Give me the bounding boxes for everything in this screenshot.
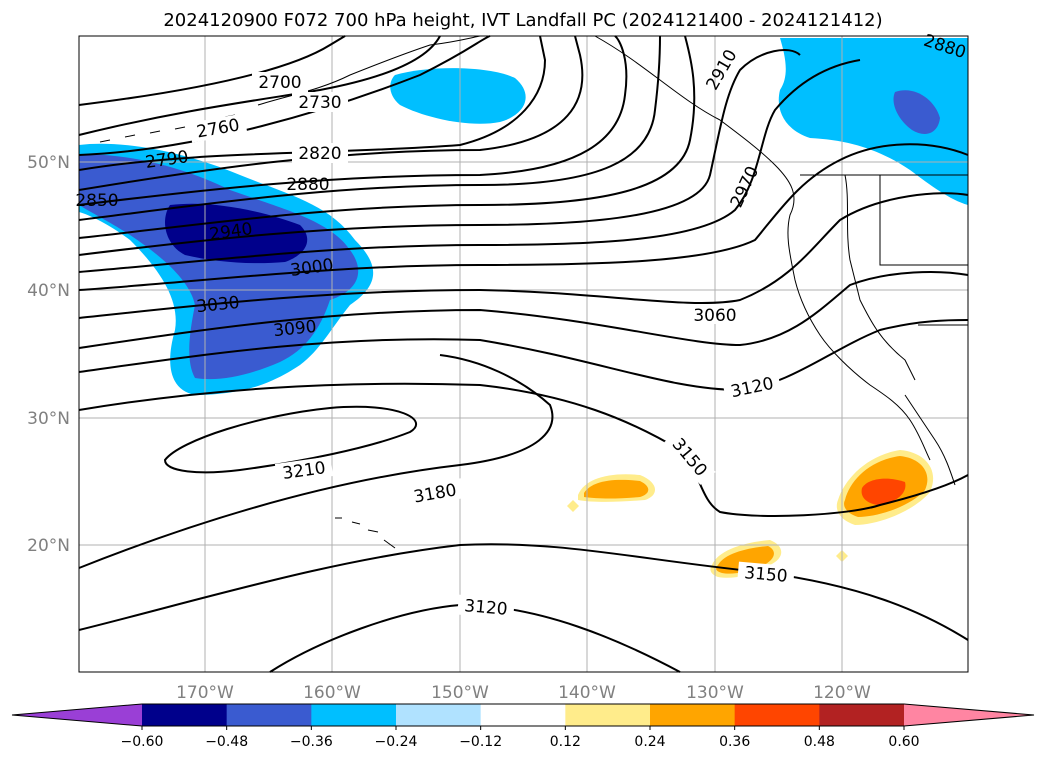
contour-label-3150-south: 3150 xyxy=(743,563,788,587)
ivt-positive-core-mid xyxy=(584,479,649,499)
contour-label-2760: 2760 xyxy=(195,115,241,142)
colorbar-tick-label: −0.48 xyxy=(205,734,248,750)
contour-label-2820: 2820 xyxy=(298,144,341,164)
colorbar-tick-label: 0.12 xyxy=(550,734,581,750)
colorbar-segment xyxy=(480,704,566,726)
colorbar-segment xyxy=(142,704,228,726)
map-frame xyxy=(78,35,969,673)
contour-label-3120-east: 3120 xyxy=(729,374,775,403)
contour-label-2910: 2910 xyxy=(703,46,742,93)
colorbar-tick-label: 0.60 xyxy=(888,734,919,750)
lat-tick-20n: 20°N xyxy=(27,536,70,556)
colorbar-segment xyxy=(396,704,482,726)
latitude-tick-labels: 50°N 40°N 30°N 20°N xyxy=(27,153,70,556)
lat-tick-50n: 50°N xyxy=(27,153,70,173)
contour-label-2880: 2880 xyxy=(286,175,329,195)
colorbar-tick-label: 0.24 xyxy=(634,734,665,750)
ivt-negative-region-northeast xyxy=(778,38,968,205)
lat-tick-40n: 40°N xyxy=(27,281,70,301)
colorbar-tick-label: −0.12 xyxy=(459,734,502,750)
ivt-negative-core-west xyxy=(165,203,308,264)
lon-tick-160w: 160°W xyxy=(303,683,361,703)
colorbar-segment xyxy=(311,704,397,726)
lon-tick-150w: 150°W xyxy=(431,683,489,703)
lon-tick-120w: 120°W xyxy=(813,683,871,703)
colorbar-tick-label: −0.36 xyxy=(290,734,333,750)
colorbar-tick-label: −0.24 xyxy=(375,734,418,750)
lon-tick-170w: 170°W xyxy=(176,683,234,703)
colorbar-tick-label: −0.60 xyxy=(121,734,164,750)
colorbar-tick-label: 0.36 xyxy=(719,734,750,750)
contour-label-3090: 3090 xyxy=(272,317,317,341)
colorbar-segment xyxy=(734,704,820,726)
colorbar-tick-label: 0.48 xyxy=(804,734,835,750)
lon-tick-140w: 140°W xyxy=(558,683,616,703)
colorbar-extend-min xyxy=(12,704,142,726)
contour-label-3180: 3180 xyxy=(412,480,458,507)
figure-title: 2024120900 F072 700 hPa height, IVT Land… xyxy=(163,10,882,31)
contour-label-3060: 3060 xyxy=(693,306,736,326)
lon-tick-130w: 130°W xyxy=(686,683,744,703)
contour-label-2970: 2970 xyxy=(727,163,763,211)
lat-tick-30n: 30°N xyxy=(27,409,70,429)
colorbar-segment xyxy=(565,704,651,726)
ivt-positive-spot-2 xyxy=(567,500,579,512)
colorbar-segment xyxy=(650,704,736,726)
longitude-tick-labels: 170°W 160°W 150°W 140°W 130°W 120°W xyxy=(176,683,871,703)
ivt-negative-region-north xyxy=(390,68,526,124)
contour-label-2850: 2850 xyxy=(75,191,118,211)
ivt-positive-core-coast xyxy=(861,478,906,505)
height-contours xyxy=(78,35,969,673)
graticule xyxy=(79,36,968,672)
contour-label-3120-south: 3120 xyxy=(463,596,508,620)
colorbar-segment xyxy=(819,704,905,726)
map-panel: 2700 2730 2760 2790 2820 2850 2880 2940 … xyxy=(75,31,969,673)
ivt-negative-core-northeast xyxy=(893,90,940,134)
colorbar-extend-max xyxy=(904,704,1034,726)
colorbar-segment xyxy=(226,704,312,726)
contour-label-2730: 2730 xyxy=(298,93,341,113)
contour-label-3030: 3030 xyxy=(195,293,240,317)
colorbar: −0.60 −0.48 −0.36 −0.24 −0.12 0.12 0.24 0.36 0.4… xyxy=(11,703,1035,750)
contour-label-2700: 2700 xyxy=(258,73,301,93)
